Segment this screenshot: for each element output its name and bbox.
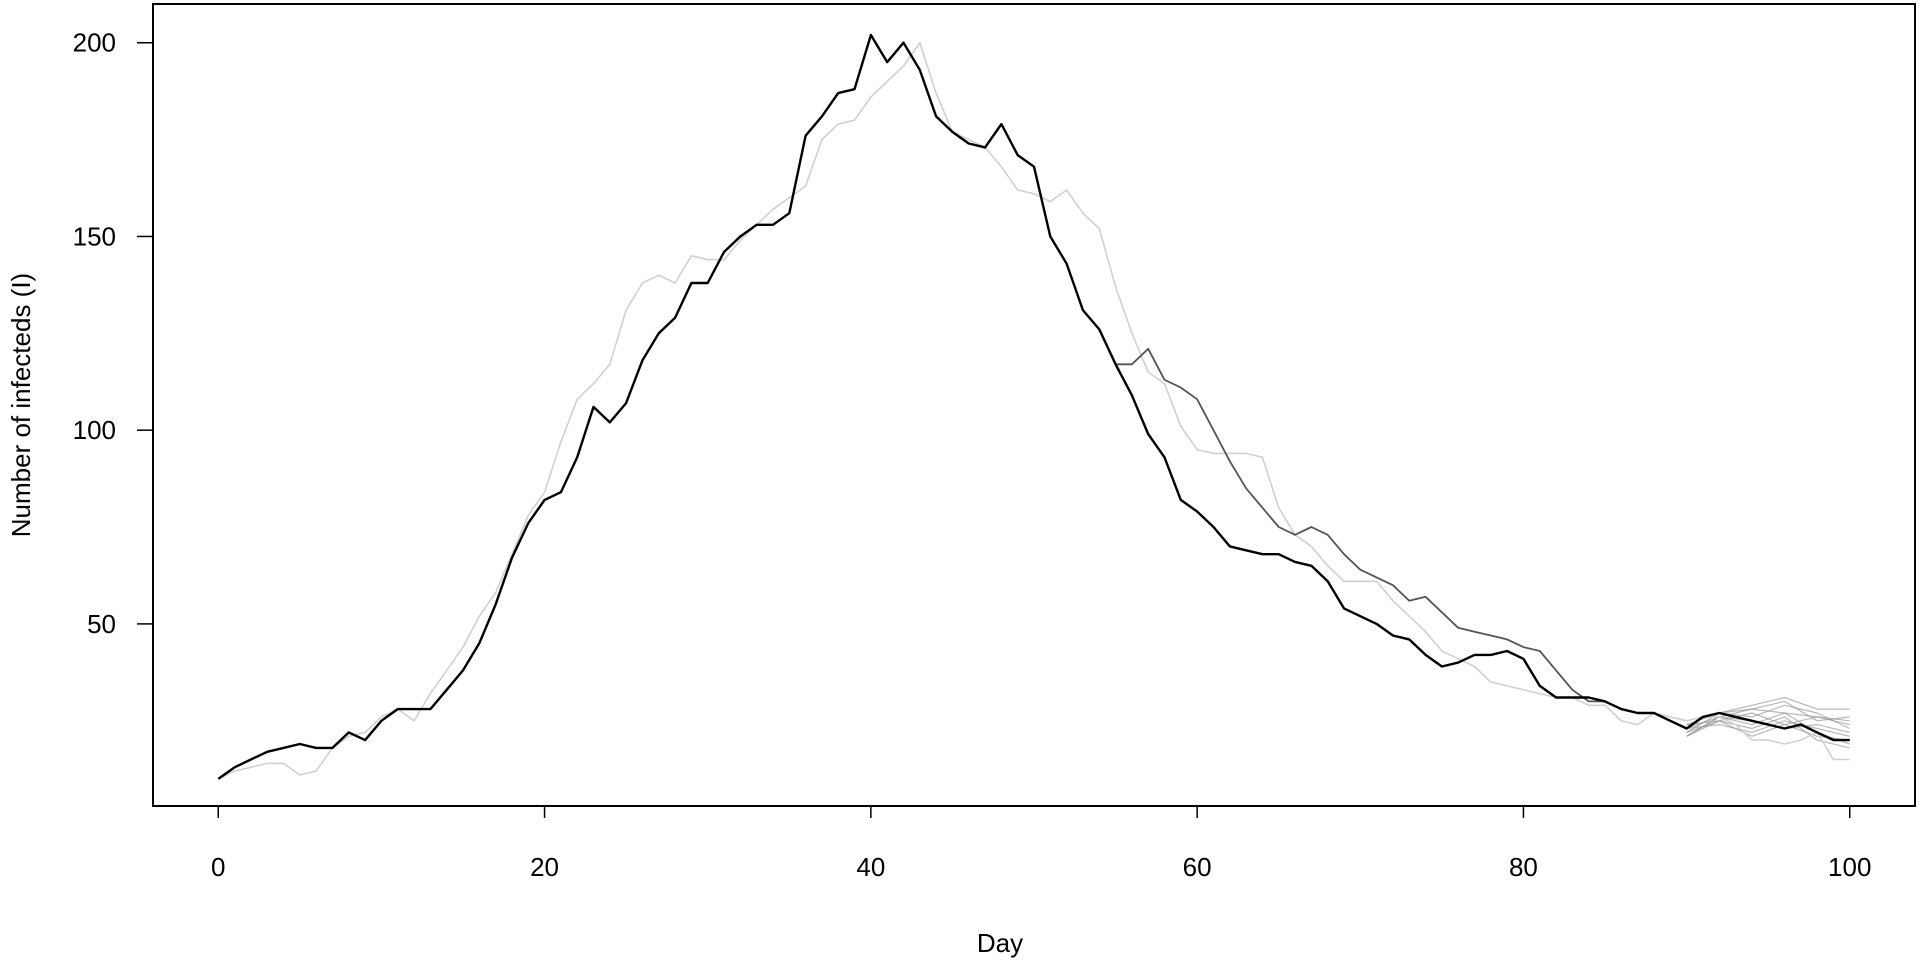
series-line-0 [217, 33, 1850, 780]
series-line-2 [1115, 347, 1850, 741]
series-line-1 [217, 41, 1850, 780]
x-tick-label: 20 [530, 852, 559, 882]
x-tick-label: 60 [1183, 852, 1212, 882]
x-tick-label: 80 [1509, 852, 1538, 882]
y-axis-title: Number of infecteds (I) [6, 273, 36, 537]
series-line-6 [1686, 720, 1850, 737]
y-tick-label: 50 [87, 609, 116, 639]
series-line-12 [1686, 720, 1850, 741]
series-lines [217, 33, 1850, 780]
y-tick-label: 200 [73, 28, 116, 58]
x-tick-label: 100 [1828, 852, 1871, 882]
x-axis-title: Day [977, 928, 1023, 958]
x-tick-label: 40 [856, 852, 885, 882]
y-axis: 50 100 150 200 [73, 28, 153, 639]
x-axis: 0 20 40 60 80 100 [211, 806, 1871, 882]
y-tick-label: 150 [73, 221, 116, 251]
y-tick-label: 100 [73, 415, 116, 445]
x-tick-label: 0 [211, 852, 225, 882]
plot-frame [152, 3, 1916, 807]
